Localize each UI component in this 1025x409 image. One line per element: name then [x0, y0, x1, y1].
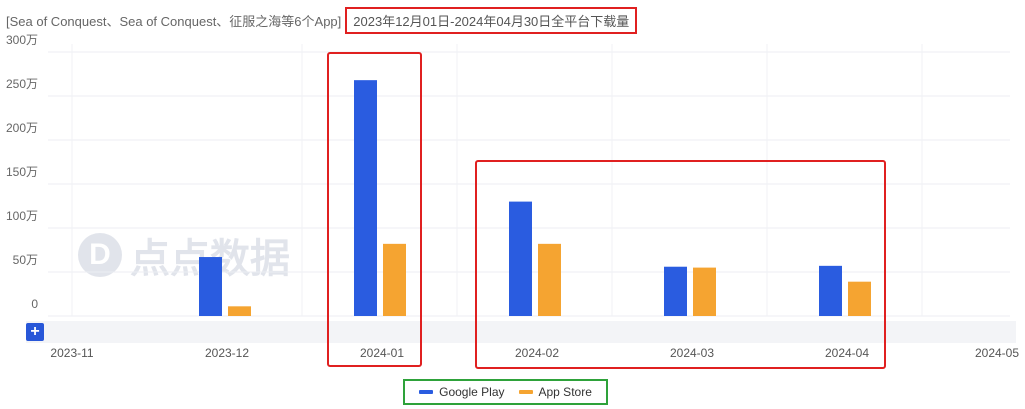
legend-item-google-play[interactable]: Google Play	[419, 385, 505, 399]
highlight-box-jan	[327, 52, 422, 367]
legend-item-app-store[interactable]: App Store	[518, 385, 592, 399]
bar-app-store	[383, 243, 406, 316]
bar-google-play	[664, 266, 687, 316]
bar-google-play	[819, 265, 842, 316]
y-tick-label: 0	[31, 297, 38, 311]
y-tick-label: 150万	[6, 165, 38, 179]
bar-google-play	[354, 80, 377, 316]
bar-google-play	[509, 201, 532, 316]
x-tick-label: 2023-11	[50, 346, 93, 360]
range-slider-track	[26, 321, 1016, 343]
bar-google-play	[199, 257, 222, 316]
bar-app-store	[228, 306, 251, 316]
date-range-label: 2023年12月01日-2024年04月30日全平台下载量	[345, 6, 638, 34]
y-tick-label: 200万	[6, 121, 38, 135]
bar-app-store	[538, 243, 561, 316]
y-tick-label: 300万	[6, 33, 38, 47]
legend-swatch-app-store	[518, 390, 533, 394]
legend-label-app-store: App Store	[538, 385, 592, 399]
chart-title: [Sea of Conquest、Sea of Conquest、征服之海等6个…	[6, 13, 342, 29]
y-tick-label: 100万	[6, 209, 38, 223]
expand-button[interactable]: +	[26, 323, 44, 341]
legend: Google Play App Store	[403, 379, 608, 405]
y-tick-label: 250万	[6, 77, 38, 91]
x-tick-label: 2024-05	[975, 346, 1019, 360]
x-tick-label: 2024-03	[670, 346, 714, 360]
x-tick-label: 2024-04	[825, 346, 869, 360]
y-tick-label: 50万	[13, 253, 38, 267]
x-tick-label: 2024-02	[515, 346, 559, 360]
x-tick-label: 2023-12	[205, 346, 249, 360]
legend-swatch-google-play	[419, 390, 434, 394]
bar-app-store	[848, 281, 871, 316]
bar-app-store	[693, 267, 716, 316]
highlight-box-feb-apr	[475, 160, 886, 369]
chart-title-row: [Sea of Conquest、Sea of Conquest、征服之海等6个…	[6, 6, 638, 34]
legend-label-google-play: Google Play	[439, 385, 505, 399]
x-tick-label: 2024-01	[360, 346, 404, 360]
watermark-logo-icon: D	[78, 233, 122, 277]
